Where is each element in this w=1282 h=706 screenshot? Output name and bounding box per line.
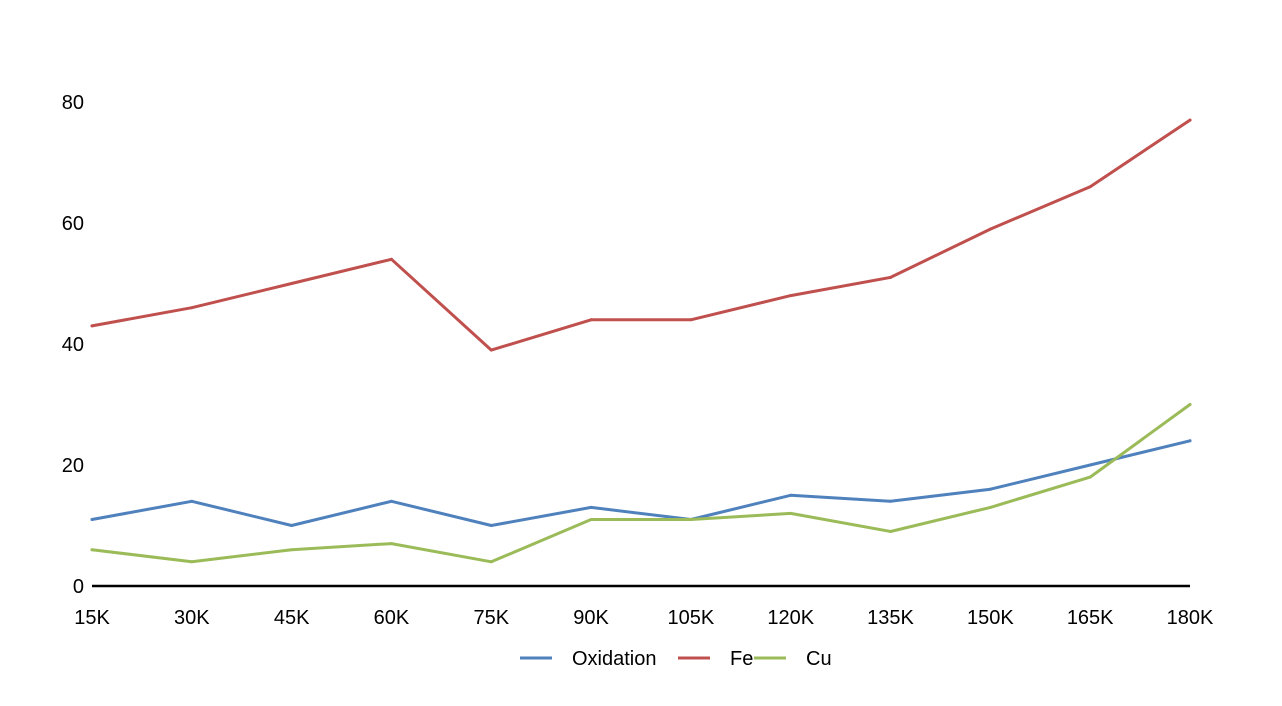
data-point-cu bbox=[889, 530, 893, 534]
x-tick-label: 30K bbox=[174, 607, 210, 629]
data-point-cu bbox=[988, 505, 992, 509]
x-tick-label: 15K bbox=[74, 607, 110, 629]
data-point-oxidation bbox=[789, 493, 793, 497]
x-tick-label: 120K bbox=[767, 607, 814, 629]
series-line-cu bbox=[90, 403, 1192, 564]
data-point-fe bbox=[589, 318, 593, 322]
legend-label-cu: Cu bbox=[806, 648, 832, 670]
y-tick-label: 20 bbox=[62, 455, 84, 477]
data-point-oxidation bbox=[489, 524, 493, 527]
data-point-fe bbox=[988, 227, 992, 231]
x-tick-label: 150K bbox=[967, 607, 1014, 629]
x-tick-label: 180K bbox=[1167, 607, 1214, 629]
data-point-oxidation bbox=[889, 499, 893, 503]
data-point-cu bbox=[1088, 475, 1092, 479]
y-axis-tick-labels: 0 20 40 60 80 bbox=[62, 92, 84, 598]
data-point-fe bbox=[389, 257, 393, 261]
x-tick-label: 45K bbox=[274, 607, 310, 629]
data-point-fe bbox=[1188, 118, 1192, 122]
data-point-oxidation bbox=[988, 487, 992, 491]
data-point-oxidation bbox=[389, 499, 393, 503]
legend: Oxidation Fe Cu bbox=[520, 648, 832, 670]
data-point-oxidation bbox=[1088, 463, 1092, 467]
data-point-cu bbox=[589, 517, 593, 521]
x-tick-label: 75K bbox=[473, 607, 509, 629]
data-point-cu bbox=[489, 560, 493, 564]
data-point-fe bbox=[190, 306, 194, 310]
data-point-oxidation bbox=[290, 524, 294, 527]
series-line-fe bbox=[90, 118, 1192, 352]
legend-label-oxidation: Oxidation bbox=[572, 648, 657, 670]
data-point-cu bbox=[290, 548, 294, 552]
x-tick-label: 165K bbox=[1067, 607, 1114, 629]
data-point-fe bbox=[1088, 185, 1092, 189]
y-tick-label: 80 bbox=[62, 92, 84, 114]
series-line-oxidation bbox=[90, 439, 1192, 527]
data-point-fe bbox=[90, 324, 94, 328]
data-point-cu bbox=[389, 542, 393, 546]
x-tick-label: 90K bbox=[573, 607, 609, 629]
data-point-oxidation bbox=[190, 499, 194, 503]
data-point-oxidation bbox=[90, 517, 94, 521]
data-point-cu bbox=[789, 511, 793, 515]
y-tick-label: 0 bbox=[73, 576, 84, 598]
data-point-oxidation bbox=[1188, 439, 1192, 443]
y-tick-label: 40 bbox=[62, 334, 84, 356]
x-tick-label: 60K bbox=[374, 607, 410, 629]
data-point-cu bbox=[689, 517, 693, 521]
data-point-fe bbox=[689, 318, 693, 322]
data-point-fe bbox=[489, 348, 493, 352]
data-point-oxidation bbox=[589, 505, 593, 509]
data-point-fe bbox=[889, 275, 893, 279]
data-point-fe bbox=[789, 294, 793, 298]
x-tick-label: 105K bbox=[668, 607, 715, 629]
x-tick-label: 135K bbox=[867, 607, 914, 629]
data-point-cu bbox=[90, 548, 94, 552]
y-tick-label: 60 bbox=[62, 213, 84, 235]
legend-label-fe: Fe bbox=[730, 648, 753, 670]
x-axis-tick-labels: 15K 30K 45K 60K 75K 90K 105K 120K 135K 150K 165K 18… bbox=[74, 607, 1214, 629]
data-point-cu bbox=[190, 560, 194, 564]
series-lines bbox=[90, 118, 1192, 564]
data-point-cu bbox=[1188, 403, 1192, 406]
data-point-fe bbox=[290, 282, 294, 285]
